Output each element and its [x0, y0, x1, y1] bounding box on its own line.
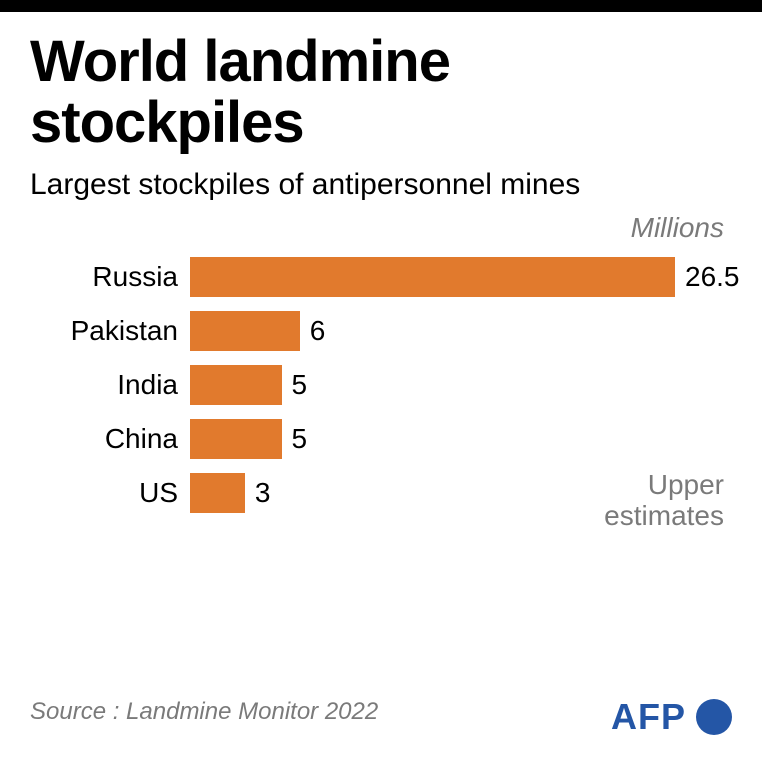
bar-label: China: [30, 423, 190, 455]
source-text: Source : Landmine Monitor 2022: [30, 698, 378, 726]
top-bar: [0, 0, 762, 12]
bar-label: Pakistan: [30, 315, 190, 347]
bar: [190, 257, 675, 297]
bar-area: 6: [190, 311, 732, 351]
bar-label: Russia: [30, 261, 190, 293]
bar-area: 26.5: [190, 257, 740, 297]
bar-row: Pakistan 6: [30, 304, 732, 358]
note-upper-estimates: Upperestimates: [604, 470, 724, 532]
bar: [190, 419, 282, 459]
bar-value: 5: [282, 369, 308, 401]
bar-label: India: [30, 369, 190, 401]
bar-area: 5: [190, 419, 732, 459]
chart-subtitle: Largest stockpiles of antipersonnel mine…: [30, 168, 732, 203]
bar: [190, 365, 282, 405]
bar: [190, 473, 245, 513]
bar-value: 5: [282, 423, 308, 455]
afp-logo: AFP: [611, 696, 732, 738]
content: World landmine stockpiles Largest stockp…: [0, 12, 762, 520]
bar-value: 26.5: [675, 261, 740, 293]
bar-area: 5: [190, 365, 732, 405]
afp-logo-text: AFP: [611, 696, 686, 738]
unit-label: Millions: [30, 212, 732, 244]
bar-value: 3: [245, 477, 271, 509]
chart-title: World landmine stockpiles: [30, 32, 732, 154]
bar-label: US: [30, 477, 190, 509]
afp-logo-dot-icon: [696, 699, 732, 735]
bar-row: India 5: [30, 358, 732, 412]
bar: [190, 311, 300, 351]
bar-row: China 5: [30, 412, 732, 466]
bar-row: Russia26.5: [30, 250, 732, 304]
bar-value: 6: [300, 315, 326, 347]
